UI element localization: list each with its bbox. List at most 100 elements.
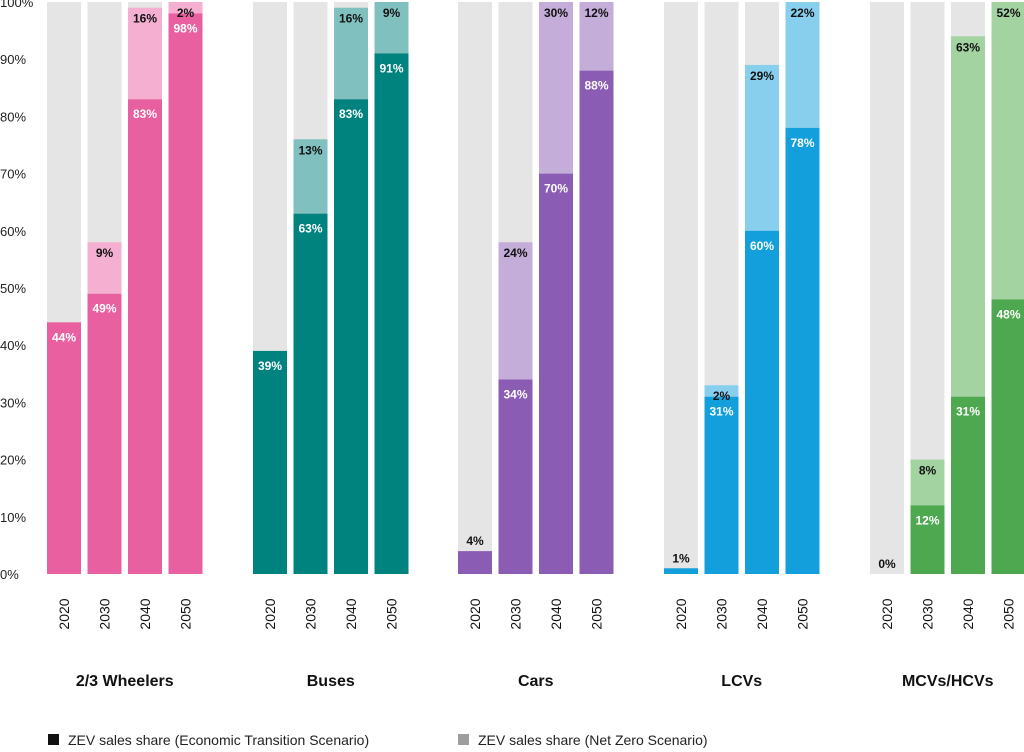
bar-nz-segment [539, 2, 573, 174]
ets-value-label: 91% [379, 61, 403, 75]
nz-value-label: 30% [544, 6, 568, 20]
year-tick-label: 2050 [795, 598, 811, 629]
nz-value-label: 16% [339, 12, 363, 26]
y-tick-label: 70% [0, 167, 26, 182]
nz-value-label: 22% [790, 6, 814, 20]
bar-nz-segment [579, 2, 614, 71]
ets-value-label: 48% [996, 307, 1020, 321]
bar-ets-segment [253, 350, 287, 574]
group-label: LCVs [721, 673, 762, 690]
bar-ets-segment [910, 505, 945, 574]
y-tick-label: 20% [0, 453, 26, 468]
year-tick-label: 2040 [548, 598, 564, 629]
y-tick-label: 60% [0, 224, 26, 239]
bar-ets-segment [785, 127, 820, 574]
ets-value-label: 39% [258, 359, 282, 373]
bar-ets-segment [334, 99, 368, 575]
year-tick-label: 2020 [56, 598, 72, 629]
bar-ets-segment [745, 230, 779, 575]
y-tick-label: 30% [0, 395, 26, 410]
legend-label: ZEV sales share (Economic Transition Sce… [68, 732, 369, 748]
group-label: Buses [307, 673, 355, 690]
bar-ets-segment [991, 299, 1024, 574]
year-tick-label: 2050 [1001, 598, 1017, 629]
year-tick-label: 2020 [879, 598, 895, 629]
nz-value-label: 24% [503, 246, 527, 260]
ets-value-label: 4% [466, 534, 484, 548]
year-tick-label: 2030 [714, 598, 730, 629]
group-label: 2/3 Wheelers [76, 673, 174, 690]
bar-nz-segment [168, 2, 203, 14]
nz-value-label: 29% [750, 69, 774, 83]
y-axis: 0% 10% 20% 30% 40% 50% 60% 70% 80% 90% 100% [0, 0, 34, 582]
y-tick-label: 0% [0, 567, 19, 582]
bar-nz-segment [128, 7, 162, 100]
nz-value-label: 9% [96, 246, 114, 260]
bar-ets-segment [87, 293, 122, 574]
group-label: MCVs/HCVs [902, 673, 994, 690]
y-tick-label: 10% [0, 510, 26, 525]
nz-value-label: 8% [919, 464, 937, 478]
ets-value-label: 63% [298, 222, 322, 236]
ets-value-label: 60% [750, 239, 774, 253]
year-tick-label: 2040 [343, 598, 359, 629]
bar-ets-segment [458, 551, 492, 574]
bar-nz-segment [293, 139, 328, 214]
bar-background [458, 2, 492, 574]
bar-groups [47, 2, 1024, 575]
bar-nz-segment [498, 242, 533, 380]
ets-value-label: 34% [503, 388, 527, 402]
ets-value-label: 31% [956, 405, 980, 419]
year-tick-label: 2030 [508, 598, 524, 629]
ets-value-label: 83% [133, 107, 157, 121]
bar-ets-segment [579, 70, 614, 574]
nz-value-label: 2% [713, 389, 731, 403]
ets-value-label: 0% [878, 557, 896, 571]
bar-nz-segment [785, 2, 820, 128]
year-tick-label: 2050 [178, 598, 194, 629]
year-tick-label: 2050 [384, 598, 400, 629]
bar-ets-segment [498, 379, 533, 574]
year-tick-label: 2030 [97, 598, 113, 629]
y-tick-label: 100% [0, 0, 34, 10]
bar-ets-segment [664, 568, 698, 574]
ets-value-label: 83% [339, 107, 363, 121]
bar-background [664, 2, 698, 574]
year-tick-label: 2020 [467, 598, 483, 629]
year-tick-label: 2030 [303, 598, 319, 629]
bar-ets-segment [47, 322, 81, 574]
ets-value-label: 44% [52, 330, 76, 344]
ets-value-label: 1% [672, 551, 690, 565]
nz-value-label: 9% [383, 6, 401, 20]
y-tick-label: 90% [0, 52, 26, 67]
nz-value-label: 12% [584, 6, 608, 20]
bar-ets-segment [704, 396, 739, 574]
bar-ets-segment [168, 13, 203, 574]
year-tick-label: 2020 [673, 598, 689, 629]
ets-value-label: 12% [915, 513, 939, 527]
nz-value-label: 16% [133, 12, 157, 26]
nz-value-label: 2% [177, 6, 195, 20]
ets-value-label: 88% [584, 79, 608, 93]
bar-nz-segment [374, 2, 409, 54]
bar-nz-segment [991, 2, 1024, 300]
nz-value-label: 63% [956, 40, 980, 54]
legend-swatch [48, 734, 59, 745]
ets-value-label: 78% [790, 136, 814, 150]
bar-ets-segment [128, 99, 162, 575]
ets-value-label: 49% [92, 302, 116, 316]
y-tick-label: 80% [0, 109, 26, 124]
bar-nz-segment [87, 242, 122, 294]
bar-nz-segment [951, 36, 985, 397]
bar-nz-segment [704, 385, 739, 397]
legend-label: ZEV sales share (Net Zero Scenario) [478, 732, 708, 748]
y-tick-label: 40% [0, 338, 26, 353]
year-tick-label: 2030 [920, 598, 936, 629]
bar-nz-segment [334, 7, 368, 100]
bar-ets-segment [951, 396, 985, 574]
legend-swatch [458, 734, 469, 745]
bar-nz-segment [745, 64, 779, 231]
bar-background [870, 2, 904, 574]
